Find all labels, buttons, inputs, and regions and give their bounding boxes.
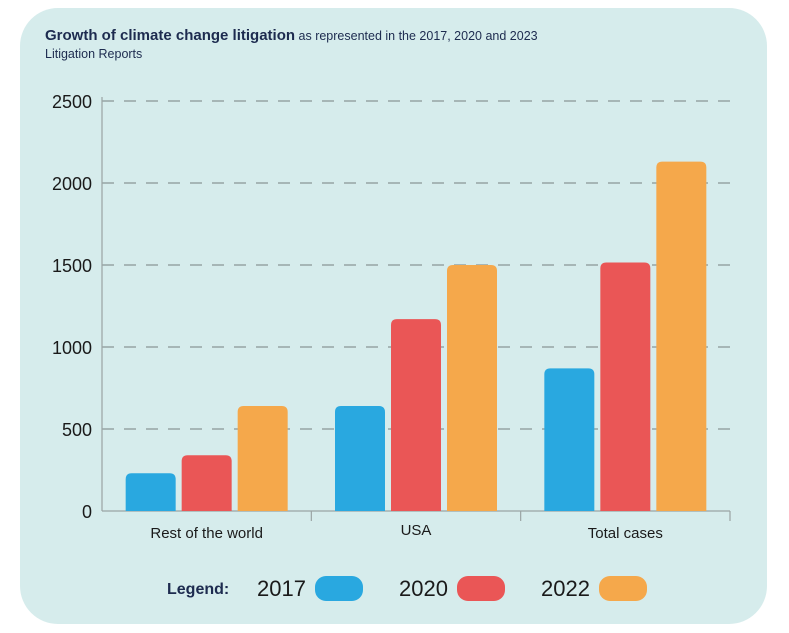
y-tick-label: 1000 xyxy=(52,338,92,358)
legend-swatch-2020 xyxy=(457,576,505,601)
bar-2017-total-cases xyxy=(544,368,595,511)
chart-title-main: Growth of climate change litigation xyxy=(45,27,296,44)
chart-subtitle: as represented in the 2017, 2020 and 202… xyxy=(45,29,538,61)
chart-title: Growth of climate change litigation as r… xyxy=(45,27,565,63)
y-tick-label: 1500 xyxy=(52,256,92,276)
legend-label: 2017 xyxy=(257,576,306,601)
x-tick-label: USA xyxy=(401,522,432,539)
bar-2020-usa xyxy=(391,319,441,511)
legend-swatch-2017 xyxy=(315,576,363,601)
x-tick-label: Rest of the world xyxy=(150,525,263,542)
bar-2022-rest-of-the-world xyxy=(237,406,288,511)
x-tick-label: Total cases xyxy=(588,525,663,542)
y-tick-label: 2500 xyxy=(52,92,92,112)
legend-label: 2020 xyxy=(399,576,448,601)
bar-2017-usa xyxy=(335,406,385,511)
bar-2020-rest-of-the-world xyxy=(181,455,232,511)
bar-2017-rest-of-the-world xyxy=(125,473,176,511)
legend-label: 2022 xyxy=(541,576,590,601)
y-tick-label: 0 xyxy=(82,502,92,522)
bar-2022-usa xyxy=(447,265,497,511)
y-tick-label: 500 xyxy=(62,420,92,440)
legend-title: Legend: xyxy=(167,581,229,598)
legend-swatch-2022 xyxy=(599,576,647,601)
y-tick-label: 2000 xyxy=(52,174,92,194)
bar-2022-total-cases xyxy=(656,161,707,511)
bar-2020-total-cases xyxy=(600,262,651,511)
